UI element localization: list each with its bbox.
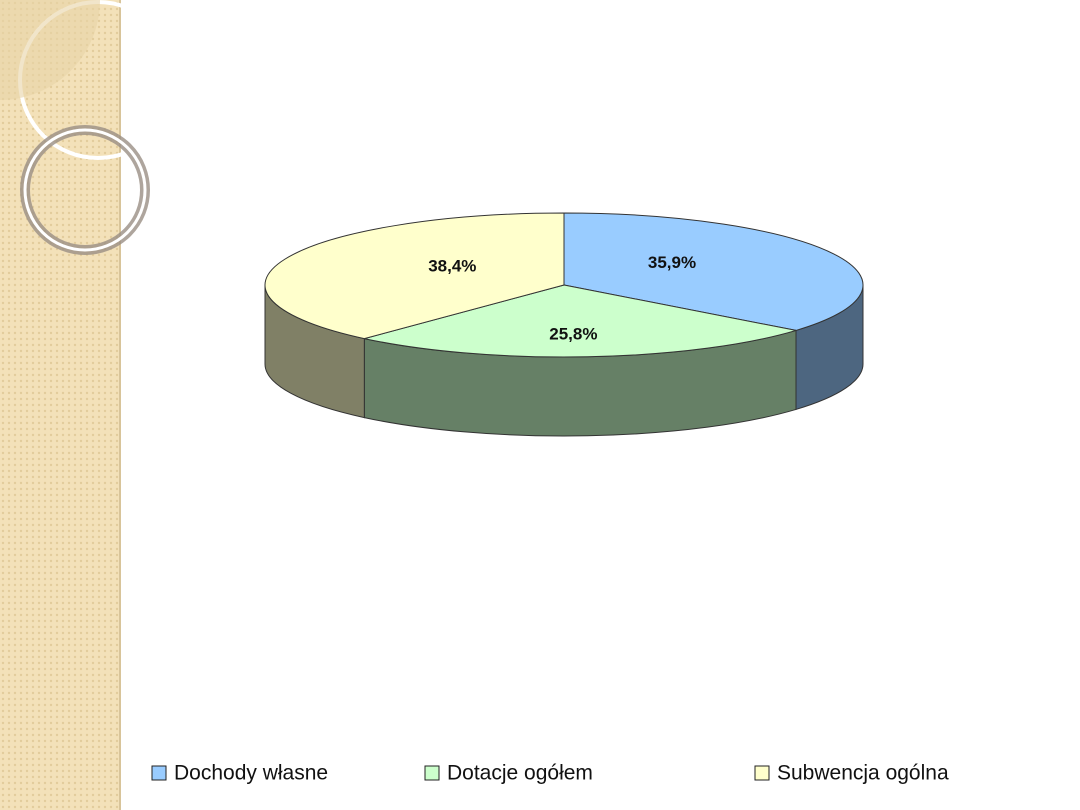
slice: [364, 284, 797, 358]
data-label: 38,4%: [428, 256, 476, 275]
data-label: 35,9%: [648, 253, 696, 272]
data-label: 25,8%: [549, 325, 597, 344]
slice: [264, 212, 565, 340]
sidebar: [0, 0, 178, 810]
slice: [563, 212, 864, 331]
legend-label: Dotacje ogółem: [447, 762, 593, 785]
legend-swatch: [151, 765, 167, 781]
legend-label: Subwencja ogólna: [777, 762, 949, 785]
legend-swatch: [754, 765, 770, 781]
legend-swatch: [424, 765, 440, 781]
legend-label: Dochody własne: [174, 762, 328, 785]
